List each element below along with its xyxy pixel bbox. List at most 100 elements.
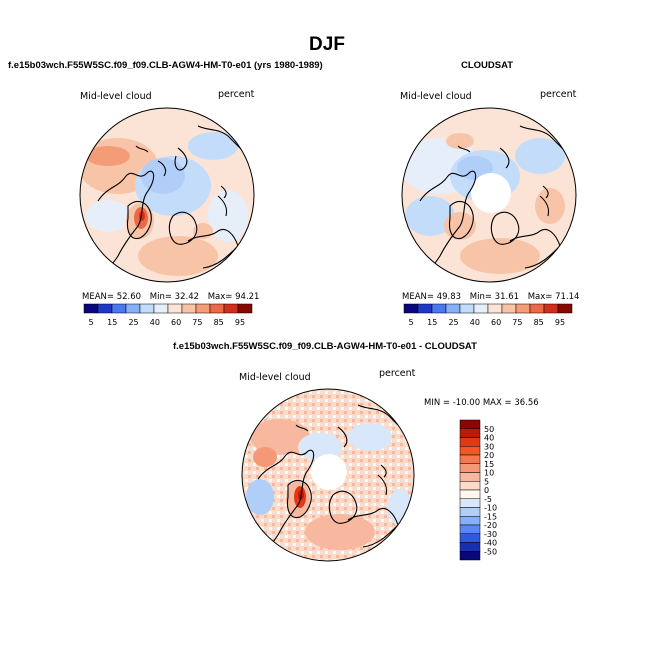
colorbar-tick-label: 75 [192,318,202,327]
colorbar-swatch [543,303,559,314]
colorbar-swatch [125,303,141,314]
diff-colorbar-tick-label: -40 [484,539,497,548]
colorbar-swatch [209,303,225,314]
panel-3-polar-map [241,388,415,562]
colorbar-swatch [111,303,127,314]
panel-2-mean-value: 49.83 [436,292,462,302]
colorbar-swatch [181,303,197,314]
colorbar-swatch [403,303,419,314]
panel-3-units-label: percent [379,368,416,379]
panel-2-max-value: 71.14 [555,292,580,302]
diff-colorbar-swatch [459,437,481,447]
figure-title: DJF [309,34,345,55]
panel-1-max-value: 94.21 [235,292,260,302]
panel-1-colorbar: 5 15 25 40 60 75 85 95 [83,303,253,327]
colorbar-swatch [97,303,113,314]
diff-colorbar-tick-label: -15 [484,512,497,521]
colorbar-tick-label: 85 [214,318,224,327]
panel-2-units-label: percent [540,89,577,100]
diff-colorbar-tick-label: 5 [484,477,489,486]
panel-2-mean-label: MEAN= [402,292,434,302]
colorbar-tick-label: 95 [555,318,565,327]
colorbar-swatch [167,303,183,314]
diff-colorbar-swatch [459,551,481,561]
diff-colorbar-swatch [459,524,481,534]
diff-colorbar-tick-label: 50 [484,425,494,434]
colorbar-tick-label: 75 [512,318,522,327]
colorbar-tick-label: 15 [107,318,117,327]
colorbar-swatch [515,303,531,314]
panel-1-variable-label: Mid-level cloud [80,91,152,102]
diff-colorbar-tick-label: 30 [484,442,494,451]
colorbar-swatch [431,303,447,314]
diff-colorbar-swatch [459,498,481,508]
colorbar-swatch [445,303,461,314]
diff-colorbar-swatch [459,472,481,482]
panel-3-variable-label: Mid-level cloud [239,372,311,383]
diff-colorbar-swatch [459,489,481,499]
colorbar-swatch [195,303,211,314]
panel-1-mean-value: 52.60 [116,292,142,302]
panel-1-mean-label: MEAN= [82,292,114,302]
panel-2-min-label: Min= [469,292,492,302]
colorbar-swatch [529,303,545,314]
panel-1-stats: MEAN= 52.60 Min= 32.42 Max= 94.21 [82,292,259,302]
diff-colorbar-swatch [459,481,481,491]
colorbar-swatch [417,303,433,314]
colorbar-tick-label: 40 [150,318,160,327]
diff-colorbar-swatch [459,428,481,438]
panel-2-variable-label: Mid-level cloud [400,91,472,102]
diff-colorbar-swatch [459,446,481,456]
diff-colorbar-tick-label: -5 [484,495,492,504]
colorbar-tick-label: 5 [88,318,93,327]
diff-colorbar-tick-label: -20 [484,521,497,530]
panel-1-min-label: Min= [149,292,172,302]
colorbar-tick-label: 25 [448,318,458,327]
diff-colorbar-swatch [459,516,481,526]
colorbar-tick-label: 40 [470,318,480,327]
panel-1-max-label: Max= [207,292,233,302]
colorbar-swatch [459,303,475,314]
colorbar-swatch [83,303,99,314]
diff-colorbar-swatch [459,463,481,473]
diff-colorbar-swatch [459,533,481,543]
colorbar-swatch [557,303,573,314]
diff-colorbar-tick-label: -30 [484,530,497,539]
diff-colorbar-swatch [459,419,481,429]
diff-colorbar-tick-label: -10 [484,504,497,513]
colorbar-swatch [487,303,503,314]
panel-3-min-max: MIN = -10.00 MAX = 36.56 [424,398,539,408]
diff-colorbar-tick-label: 0 [484,486,489,495]
panel-1-min-value: 32.42 [174,292,200,302]
colorbar-tick-label: 5 [408,318,413,327]
diff-colorbar-tick-label: 40 [484,434,494,443]
panel-2-polar-map [401,107,577,283]
panel-1-subtitle: f.e15b03wch.F55W5SC.f09_f09.CLB-AGW4-HM-… [8,60,323,71]
panel-2-stats: MEAN= 49.83 Min= 31.61 Max= 71.14 [402,292,579,302]
panel-2-min-value: 31.61 [494,292,520,302]
panel-3-subtitle: f.e15b03wch.F55W5SC.f09_f09.CLB-AGW4-HM-… [173,341,477,352]
diff-colorbar-tick-label: 10 [484,469,494,478]
colorbar-tick-label: 85 [534,318,544,327]
panel-1-units-label: percent [218,89,255,100]
colorbar-swatch [223,303,239,314]
colorbar-swatch [139,303,155,314]
colorbar-swatch [153,303,169,314]
panel-2-max-label: Max= [527,292,553,302]
colorbar-tick-label: 25 [128,318,138,327]
diff-colorbar-swatch [459,542,481,552]
colorbar-swatch [473,303,489,314]
diff-colorbar-tick-label: 20 [484,451,494,460]
colorbar-tick-label: 60 [171,318,181,327]
colorbar-tick-label: 15 [427,318,437,327]
colorbar-tick-label: 60 [491,318,501,327]
diff-colorbar-tick-label: -50 [484,547,497,556]
diff-colorbar-swatch [459,454,481,464]
diff-colorbar-tick-label: 15 [484,460,494,469]
diff-colorbar-swatch [459,507,481,517]
colorbar-swatch [501,303,517,314]
colorbar-tick-label: 95 [235,318,245,327]
colorbar-swatch [237,303,253,314]
panel-1-polar-map [79,107,255,283]
